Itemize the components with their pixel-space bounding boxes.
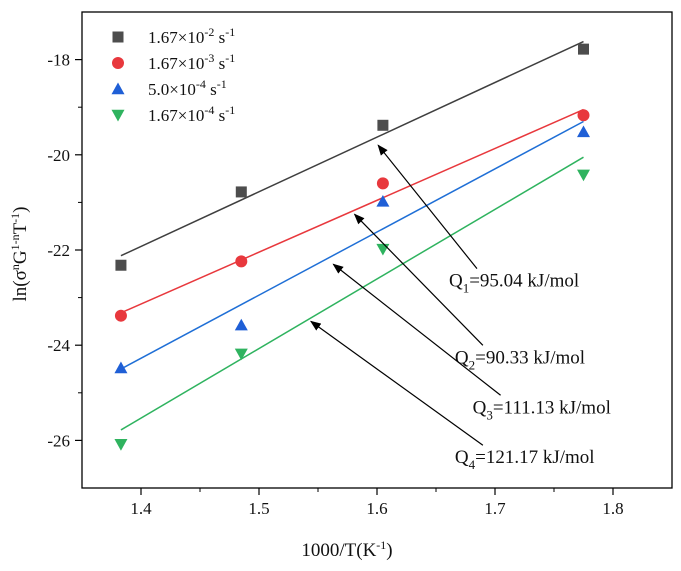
annotation-arrow (353, 213, 484, 346)
y-axis-title: ln(σnG1-nT-1) (8, 206, 31, 301)
fit-line (120, 120, 584, 370)
y-tick-label: -20 (47, 146, 70, 165)
annotation-label-q1: Q1=95.04 kJ/mol (449, 271, 579, 296)
x-tick-label: 1.4 (130, 499, 152, 518)
legend-label: 1.67×10-3 s-1 (148, 51, 235, 73)
data-point (577, 109, 590, 122)
x-tick-label: 1.8 (602, 499, 623, 518)
data-point (377, 119, 389, 131)
fit-line (120, 156, 584, 431)
series-1 (115, 40, 589, 271)
y-tick-label: -26 (47, 431, 70, 450)
x-tick-label: 1.5 (248, 499, 269, 518)
data-point (235, 255, 248, 268)
y-tick-label: -24 (47, 336, 70, 355)
legend-marker (112, 57, 124, 69)
annotation-label-q3: Q3=111.13 kJ/mol (473, 397, 611, 422)
y-tick-label: -18 (47, 51, 70, 70)
annotation-arrow (377, 144, 478, 270)
legend-label: 1.67×10-4 s-1 (148, 103, 235, 125)
y-tick-label: -22 (47, 241, 70, 260)
data-point (376, 194, 390, 207)
series-2 (114, 108, 590, 322)
series-3 (114, 120, 590, 374)
x-tick-label: 1.7 (484, 499, 506, 518)
data-point (114, 439, 128, 451)
fit-line (120, 108, 584, 314)
fit-line (120, 40, 584, 257)
data-point (234, 348, 248, 361)
x-axis: 1.4 1.5 1.6 1.7 1.8 (130, 488, 624, 518)
annotations: Q1=95.04 kJ/mol Q2=90.33 kJ/mol Q3=111.13 … (310, 144, 611, 472)
data-point (234, 318, 248, 331)
y-axis: -26 -24 -22 -20 -18 (47, 51, 82, 450)
data-point (577, 169, 590, 182)
data-point (578, 43, 589, 55)
data-point (235, 186, 247, 198)
data-point (577, 125, 590, 138)
data-point (376, 243, 390, 256)
x-axis-title: 1000/T(K-1) (301, 538, 392, 561)
annotation-label-q2: Q2=90.33 kJ/mol (455, 347, 585, 372)
legend-label: 5.0×10-4 s-1 (148, 77, 227, 99)
x-tick-label: 1.6 (366, 499, 387, 518)
data-point (376, 177, 389, 190)
data-point (115, 259, 127, 271)
series-4 (114, 156, 590, 451)
annotation-arrow (332, 263, 501, 396)
legend-marker (111, 109, 125, 122)
annotation-label-q4: Q4=121.17 kJ/mol (455, 447, 595, 472)
data-point (114, 361, 128, 374)
legend-label: 1.67×10-2 s-1 (148, 25, 235, 47)
legend-marker (111, 82, 125, 95)
annotation-arrow (310, 320, 484, 446)
legend: 1.67×10-2 s-1 1.67×10-3 s-1 5.0×10-4 s-1 1.… (111, 25, 235, 125)
data-point (114, 309, 127, 322)
legend-marker (112, 31, 124, 43)
